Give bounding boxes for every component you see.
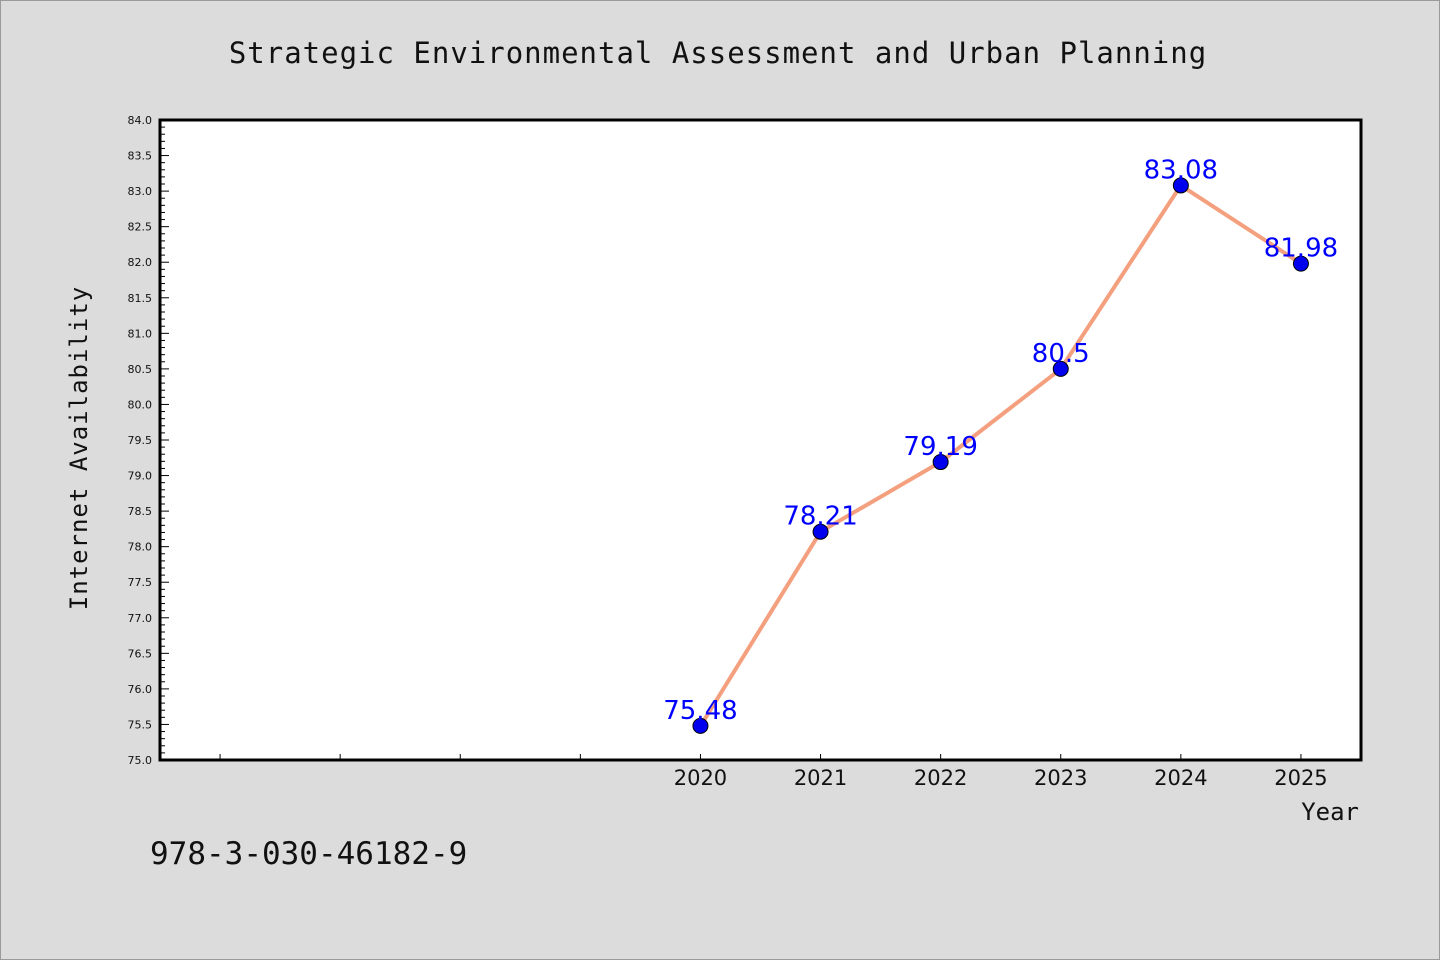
series-line-path: [698, 183, 1303, 728]
footer-isbn: 978-3-030-46182-9: [150, 836, 467, 872]
data-label: 80.5: [1032, 339, 1090, 369]
y-tick-label: 81.0: [128, 327, 153, 340]
y-tick-label: 81.5: [128, 292, 153, 305]
y-tick-label: 84.0: [128, 114, 153, 127]
y-tick-label: 82.5: [128, 221, 153, 234]
y-tick-label: 78.0: [128, 541, 153, 554]
y-axis-label: Internet Availability: [65, 286, 93, 610]
x-axis: 2020 2021 2022 2023 2024 2025: [219, 754, 1328, 790]
y-tick-label: 79.5: [128, 434, 153, 447]
data-point: [692, 717, 709, 734]
data-point: [1052, 360, 1069, 377]
y-tick-label: 77.5: [128, 576, 153, 589]
x-tick-label: 2025: [1274, 766, 1327, 790]
chart-title: Strategic Environmental Assessment and U…: [229, 36, 1207, 70]
y-tick-label: 80.5: [128, 363, 153, 376]
data-label: 79.19: [903, 432, 977, 462]
x-axis-label: Year: [1301, 798, 1359, 826]
series-line: [692, 177, 1309, 734]
x-tick-label: 2021: [794, 766, 847, 790]
y-axis: 75.0 75.5 76.0 76.5 77.0 77.5 78.0 78.5 79.0 79.5…: [128, 114, 169, 767]
x-tick-label: 2024: [1154, 766, 1207, 790]
data-label: 81.98: [1264, 234, 1338, 264]
y-tick-label: 83.0: [128, 185, 153, 198]
data-point: [932, 454, 949, 471]
y-tick-label: 75.5: [128, 718, 153, 731]
y-tick-label: 76.0: [128, 683, 153, 696]
y-tick-label: 79.0: [128, 470, 153, 483]
plot-area: [158, 118, 1363, 762]
y-tick-label: 75.0: [128, 754, 153, 767]
data-label: 75.48: [663, 696, 737, 726]
data-labels: 75.48 78.21 79.19 80.5 83.08 81.98: [663, 155, 1338, 725]
data-label: 78.21: [783, 502, 857, 532]
data-point: [812, 523, 829, 540]
x-tick-label: 2022: [914, 766, 967, 790]
x-tick-label: 2023: [1034, 766, 1087, 790]
y-tick-label: 83.5: [128, 150, 153, 163]
x-tick-label: 2020: [674, 766, 727, 790]
y-tick-label: 77.0: [128, 612, 153, 625]
data-point: [1292, 255, 1309, 272]
y-tick-label: 76.5: [128, 647, 153, 660]
y-tick-label: 78.5: [128, 505, 153, 518]
y-tick-label: 80.0: [128, 398, 153, 411]
data-label: 83.08: [1144, 155, 1218, 185]
y-tick-label: 82.0: [128, 256, 153, 269]
data-point: [1172, 177, 1189, 194]
